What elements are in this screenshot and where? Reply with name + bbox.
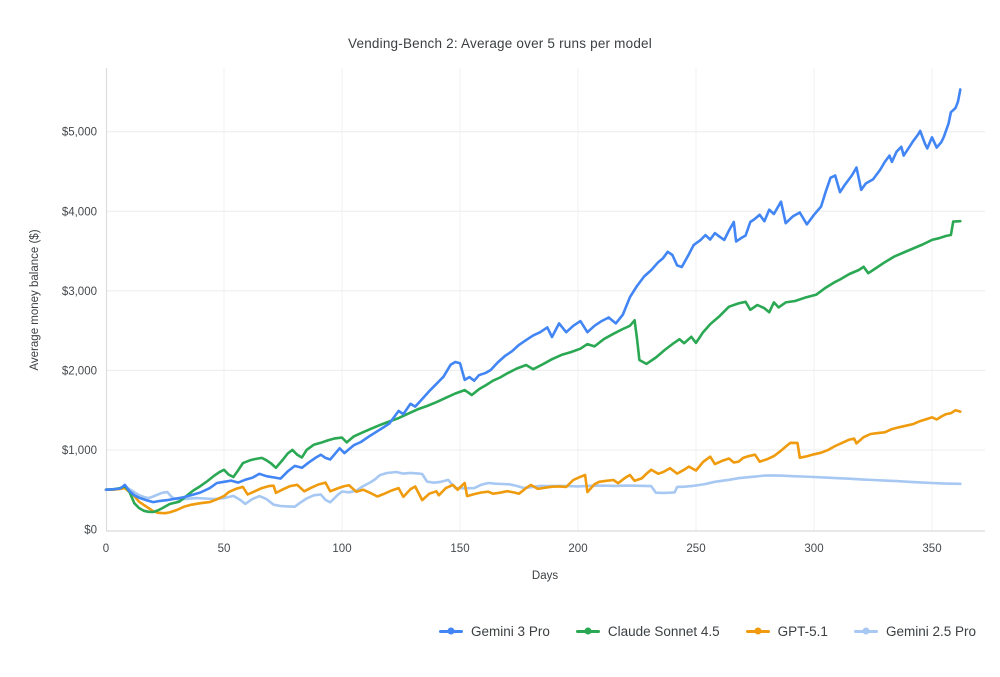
- tick-labels: 0 50 100 150 200 250 300 350 $0 $1,000 $2,000 $3,00…: [62, 127, 942, 555]
- x-tick-label: 0: [103, 543, 109, 555]
- y-tick-label: $2,000: [62, 365, 97, 377]
- chart-legend: Gemini 3 Pro Claude Sonnet 4.5 GPT-5.1 Gemi…: [0, 617, 976, 645]
- x-tick-label: 350: [922, 543, 941, 555]
- x-tick-label: 200: [568, 543, 587, 555]
- x-tick-label: 300: [804, 543, 823, 555]
- series-line-gemini-3-pro: [104, 88, 962, 504]
- series-line-gpt-5-1: [104, 408, 962, 515]
- y-tick-label: $1,000: [62, 445, 97, 457]
- legend-item-claude-sonnet-4-5[interactable]: Claude Sonnet 4.5: [575, 623, 720, 639]
- chart-title: Vending-Bench 2: Average over 5 runs per…: [348, 36, 652, 51]
- axes: [105, 68, 985, 532]
- legend-label: Gemini 2.5 Pro: [885, 623, 976, 639]
- legend-marker-icon: [745, 627, 770, 635]
- y-axis-title: Average money balance ($): [29, 229, 41, 370]
- legend-item-gemini-2-5-pro[interactable]: Gemini 2.5 Pro: [853, 623, 976, 639]
- chart-plot-area: 0 50 100 150 200 250 300 350 $0 $1,000 $2,000 $3,00…: [29, 68, 985, 582]
- y-tick-label: $4,000: [62, 206, 97, 218]
- legend-item-gemini-3-pro[interactable]: Gemini 3 Pro: [439, 624, 550, 639]
- y-tick-label: $5,000: [62, 127, 97, 139]
- legend-marker-icon: [575, 627, 600, 635]
- gridlines: [106, 68, 985, 531]
- legend-label: Claude Sonnet 4.5: [607, 623, 720, 639]
- x-tick-label: 100: [332, 543, 351, 555]
- x-axis-title: Days: [532, 570, 558, 582]
- y-tick-label: $3,000: [62, 286, 97, 298]
- series-line-claude-sonnet-4-5: [104, 219, 962, 514]
- y-tick-label: $0: [84, 525, 97, 537]
- legend-marker-icon: [439, 627, 464, 635]
- legend-label: Gemini 3 Pro: [471, 623, 550, 639]
- legend-marker-icon: [853, 627, 878, 635]
- x-tick-label: 250: [686, 543, 705, 555]
- legend-item-gpt-5-1[interactable]: GPT-5.1: [745, 623, 828, 639]
- x-tick-label: 50: [218, 543, 231, 555]
- legend-label: GPT-5.1: [777, 623, 828, 639]
- x-tick-label: 150: [450, 543, 469, 555]
- series-lines: [104, 88, 962, 515]
